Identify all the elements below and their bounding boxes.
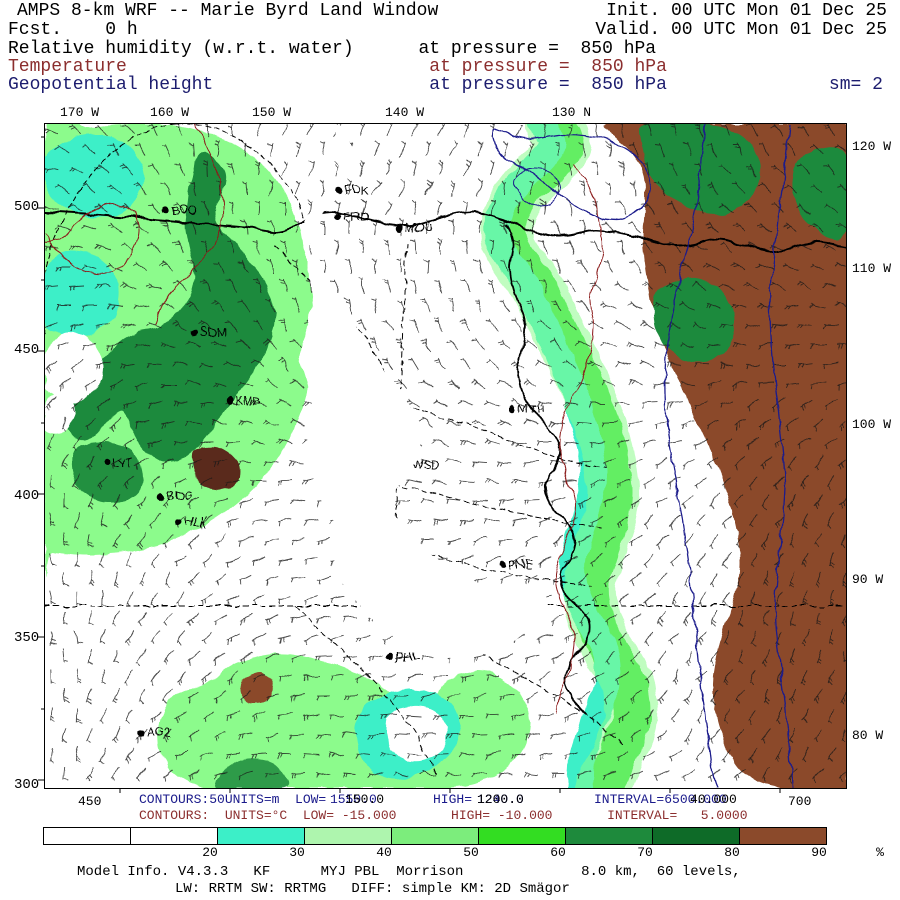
svg-text:HLK: HLK bbox=[185, 515, 208, 529]
svg-text:FRD: FRD bbox=[343, 210, 368, 224]
svg-text:MTH: MTH bbox=[518, 402, 544, 416]
svg-text:LYT: LYT bbox=[112, 456, 134, 470]
svg-text:FDK: FDK bbox=[345, 184, 369, 198]
svg-text:PHL: PHL bbox=[395, 650, 419, 664]
svg-text:BDG: BDG bbox=[168, 489, 194, 503]
svg-text:SDM: SDM bbox=[200, 325, 227, 339]
svg-text:MOU: MOU bbox=[405, 221, 433, 235]
svg-text:WSD: WSD bbox=[411, 458, 439, 472]
svg-text:PNE: PNE bbox=[509, 558, 534, 572]
svg-text:AG2: AG2 bbox=[147, 726, 171, 740]
svg-text:BOO: BOO bbox=[171, 203, 198, 217]
svg-text:KMB: KMB bbox=[235, 394, 261, 408]
